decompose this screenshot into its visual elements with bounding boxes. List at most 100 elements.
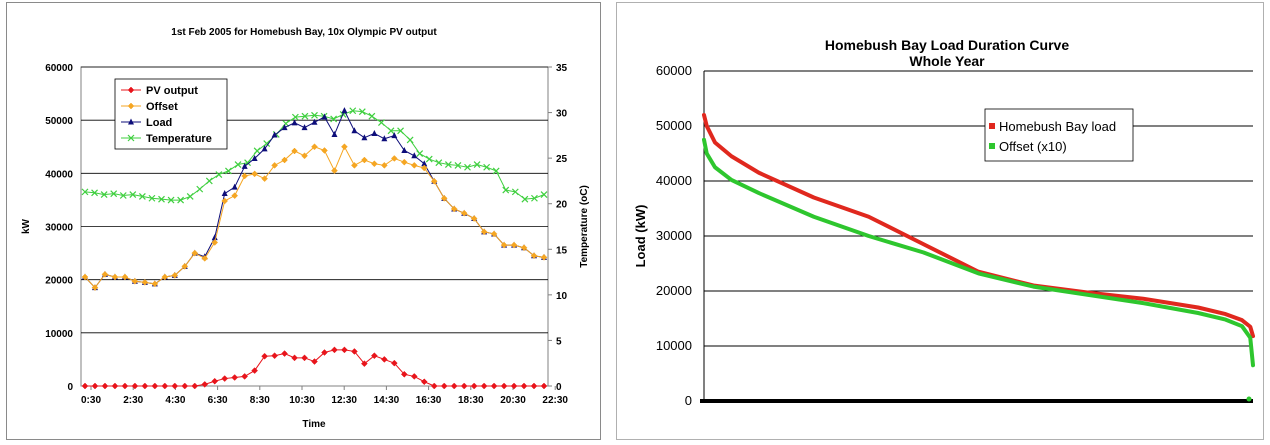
series-line [702, 113, 1255, 339]
y-tick-label: 30000 [45, 223, 73, 234]
data-point [196, 185, 204, 193]
data-point [171, 272, 179, 279]
data-point [378, 119, 385, 127]
data-point [225, 167, 232, 175]
data-point [111, 273, 119, 281]
data-point [261, 352, 268, 360]
data-point [201, 381, 209, 388]
data-point [101, 382, 109, 390]
data-point [241, 162, 248, 169]
y-tick-label: 30000 [656, 228, 692, 243]
data-point [251, 170, 258, 178]
series-offset-x10- [702, 137, 1255, 368]
data-point [490, 382, 498, 390]
data-point [311, 358, 318, 365]
x-tick-label: 12:30 [331, 395, 357, 406]
data-point [167, 196, 175, 204]
x-tick-label: 20:30 [500, 395, 526, 406]
data-point [148, 194, 156, 202]
legend-label: Load [146, 117, 172, 129]
data-point [410, 162, 418, 169]
data-point [406, 136, 414, 144]
legend-swatch-marker [128, 118, 134, 125]
data-point [341, 107, 348, 114]
data-point [301, 152, 308, 160]
data-point [1246, 396, 1252, 402]
data-point [141, 278, 149, 286]
x-tick-label: 22:30 [542, 395, 568, 406]
x-tick-label: 14:30 [374, 395, 400, 406]
data-point [100, 191, 108, 199]
data-point [387, 127, 395, 135]
data-point [291, 113, 299, 121]
data-point [311, 143, 318, 151]
data-point [470, 215, 478, 222]
data-point [271, 352, 278, 360]
data-point [391, 132, 398, 139]
data-point [421, 160, 428, 167]
data-point [390, 155, 398, 162]
y-tick-label: 40000 [45, 169, 73, 180]
data-point [281, 156, 288, 164]
load-duration-chart-panel: Homebush Bay Load Duration Curve Whole Ye… [616, 2, 1264, 440]
series-line [702, 137, 1255, 368]
data-point [234, 161, 242, 168]
legend-label: Offset (x10) [999, 139, 1067, 154]
y-tick-label: 50000 [45, 116, 73, 127]
data-point [151, 280, 159, 288]
data-point [161, 273, 169, 281]
data-point [129, 191, 137, 199]
y2-tick-label: 25 [556, 154, 568, 165]
data-point [380, 356, 388, 363]
data-point [331, 346, 338, 354]
data-point [181, 263, 189, 270]
data-point [121, 273, 129, 281]
data-point [381, 135, 388, 142]
data-point [351, 348, 358, 355]
data-point [211, 377, 219, 385]
data-point [510, 382, 518, 390]
data-point [110, 190, 118, 198]
chart-subtitle: Whole Year [909, 53, 985, 69]
y-tick-label: 0 [685, 393, 692, 408]
pv-output-chart-panel: 1st Feb 2005 for Homebush Bay, 10x Olymp… [6, 2, 601, 440]
data-point [158, 195, 165, 203]
data-point [368, 112, 376, 120]
data-point [244, 159, 251, 167]
y-tick-label: 20000 [656, 283, 692, 298]
data-point [186, 192, 194, 200]
y-tick-label: 0 [67, 382, 73, 393]
data-point [201, 255, 209, 262]
data-point [430, 382, 438, 390]
data-point [473, 161, 481, 168]
legend-swatch [989, 143, 995, 149]
chart-title: Homebush Bay Load Duration Curve [825, 37, 1069, 53]
y2-tick-label: 30 [556, 109, 568, 120]
legend: Homebush Bay load Offset (x10) [984, 108, 1134, 162]
data-point [500, 382, 508, 390]
legend-label: Offset [146, 101, 178, 113]
data-point [371, 160, 378, 168]
y-tick-label: 50000 [656, 118, 692, 133]
data-point [271, 131, 278, 138]
data-point [358, 108, 366, 116]
data-point [211, 239, 219, 246]
y-axis-label: Load (kW) [633, 205, 648, 268]
legend: PV output Offset Load Temperature [114, 78, 228, 150]
series-homebush-bay-load [702, 113, 1255, 339]
data-point [483, 163, 491, 171]
data-point [341, 346, 348, 354]
data-point [211, 234, 218, 241]
x-tick-label: 8:30 [250, 395, 270, 406]
y2-tick-label: 20 [556, 200, 568, 211]
data-point [141, 382, 149, 390]
data-point [331, 131, 338, 138]
data-point [416, 150, 424, 158]
y-tick-label: 10000 [656, 338, 692, 353]
data-point [411, 152, 418, 159]
series-offset [81, 143, 548, 291]
data-point [530, 382, 538, 390]
data-point [361, 360, 368, 368]
data-point [81, 273, 89, 281]
